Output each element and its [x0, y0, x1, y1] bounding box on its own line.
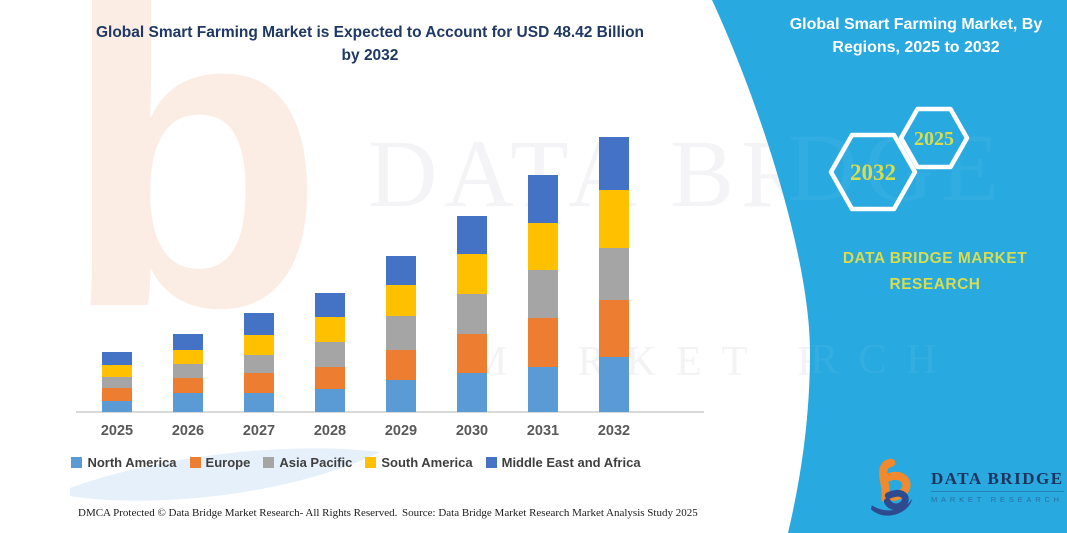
x-axis-label-2027: 2027: [242, 423, 276, 439]
bar-segment-2029: [386, 284, 416, 317]
bar-segment-2025: [102, 365, 132, 378]
bar-segment-2025: [102, 401, 132, 412]
bar-segment-2032: [599, 357, 629, 412]
x-axis-label-2029: 2029: [384, 423, 418, 439]
bar-segment-2030: [457, 373, 487, 412]
legend-label: South America: [381, 455, 473, 470]
x-axis-line: [76, 411, 704, 413]
legend-swatch: [71, 457, 83, 468]
company-logo: DATA BRIDGE MARKET RESEARCH: [868, 456, 1064, 516]
company-logo-name: DATA BRIDGE: [931, 468, 1064, 488]
chart-title-line1: Global Smart Farming Market is Expected …: [95, 24, 645, 41]
legend-swatch: [485, 457, 497, 468]
bar-segment-2032: [599, 248, 629, 301]
bar-segment-2030: [457, 333, 487, 374]
bar-segment-2027: [244, 313, 274, 336]
bar-segment-2028: [315, 366, 345, 389]
legend-item: South America: [365, 455, 473, 470]
company-logo-tagline: MARKET RESEARCH: [931, 490, 1064, 504]
plot-area: 2025 2026 2027 2028 2029 2030 2031 2032: [76, 136, 704, 439]
x-axis-label-2025: 2025: [100, 423, 134, 439]
bar-segment-2027: [244, 393, 274, 412]
bar-2030: [457, 215, 487, 412]
side-panel-title: Global Smart Farming Market, By Regions,…: [789, 16, 1043, 57]
legend-item: Europe: [189, 455, 251, 470]
chart-title: Global Smart Farming Market is Expected …: [45, 21, 695, 68]
bar-segment-2028: [315, 388, 345, 412]
bar-segment-2026: [173, 393, 203, 412]
chart-title-line2: by 2032: [341, 47, 399, 65]
bar-segment-2032: [599, 190, 629, 249]
bar-2025: [102, 352, 132, 412]
hexagon-2025: [898, 106, 970, 170]
x-axis-label-2030: 2030: [455, 423, 489, 439]
legend-item: Middle East and Africa: [485, 455, 641, 470]
bar-segment-2031: [528, 317, 558, 367]
bar-segment-2031: [528, 270, 558, 318]
bar-segment-2032: [599, 136, 629, 191]
x-axis-label-2032: 2032: [597, 423, 631, 439]
bar-segment-2029: [386, 316, 416, 351]
bar-2031: [528, 174, 558, 412]
legend-label: Europe: [205, 455, 251, 470]
company-logo-text: DATA BRIDGE MARKET RESEARCH: [931, 469, 1064, 504]
footer-source-text: Source: Data Bridge Market Research Mark…: [402, 507, 698, 519]
bar-segment-2032: [599, 300, 629, 358]
bar-segment-2029: [386, 350, 416, 381]
bar-2029: [386, 255, 416, 412]
bar-segment-2031: [528, 223, 558, 271]
bar-segment-2026: [173, 364, 203, 379]
legend-item: North America: [71, 455, 177, 470]
bar-segment-2029: [386, 255, 416, 285]
x-axis-label-2026: 2026: [171, 423, 205, 439]
watermark-swoosh: [70, 448, 380, 501]
x-axis-label-2031: 2031: [526, 423, 560, 439]
company-logo-icon: [870, 458, 913, 516]
legend-label: Asia Pacific: [279, 455, 353, 470]
x-axis-label-2028: 2028: [313, 423, 347, 439]
hexagon-2032: [828, 132, 918, 212]
bar-segment-2027: [244, 373, 274, 394]
bar-segment-2031: [528, 174, 558, 224]
bar-segment-2030: [457, 294, 487, 334]
bar-segment-2027: [244, 335, 274, 355]
bar-2026: [173, 334, 203, 412]
bar-segment-2025: [102, 352, 132, 366]
watermark-logo-b: b: [62, 0, 325, 397]
legend: North America Europe Asia Pacific South Ame…: [0, 455, 712, 470]
bar-segment-2028: [315, 293, 345, 318]
hexagon-2025-label: 2025: [914, 128, 954, 150]
bar-segment-2030: [457, 253, 487, 295]
hexagon-2032-label: 2032: [850, 160, 896, 185]
hexagon-badges: 2032 2025: [828, 106, 970, 212]
bar-segment-2026: [173, 378, 203, 394]
legend-label: Middle East and Africa: [501, 455, 641, 470]
footer-dmca-text: DMCA Protected © Data Bridge Market Rese…: [78, 507, 398, 519]
bar-segment-2029: [386, 380, 416, 412]
bar-2032: [599, 136, 629, 412]
bar-segment-2028: [315, 317, 345, 342]
bar-segment-2025: [102, 388, 132, 402]
legend-label: North America: [87, 455, 177, 470]
bar-segment-2030: [457, 215, 487, 254]
bar-segment-2025: [102, 377, 132, 389]
bar-2027: [244, 313, 274, 412]
panel-brand-text: DATA BRIDGE MARKET RESEARCH: [842, 250, 1028, 294]
panel-watermark-bottom: ARCH: [760, 337, 957, 383]
bar-segment-2031: [528, 366, 558, 412]
legend-swatch: [263, 457, 275, 468]
bar-segment-2027: [244, 354, 274, 374]
legend-swatch: [189, 457, 201, 468]
legend-swatch: [365, 457, 377, 468]
legend-item: Asia Pacific: [263, 455, 352, 470]
bar-segment-2026: [173, 334, 203, 351]
bar-2028: [315, 293, 345, 412]
bar-segment-2026: [173, 350, 203, 365]
bar-segment-2028: [315, 341, 345, 367]
